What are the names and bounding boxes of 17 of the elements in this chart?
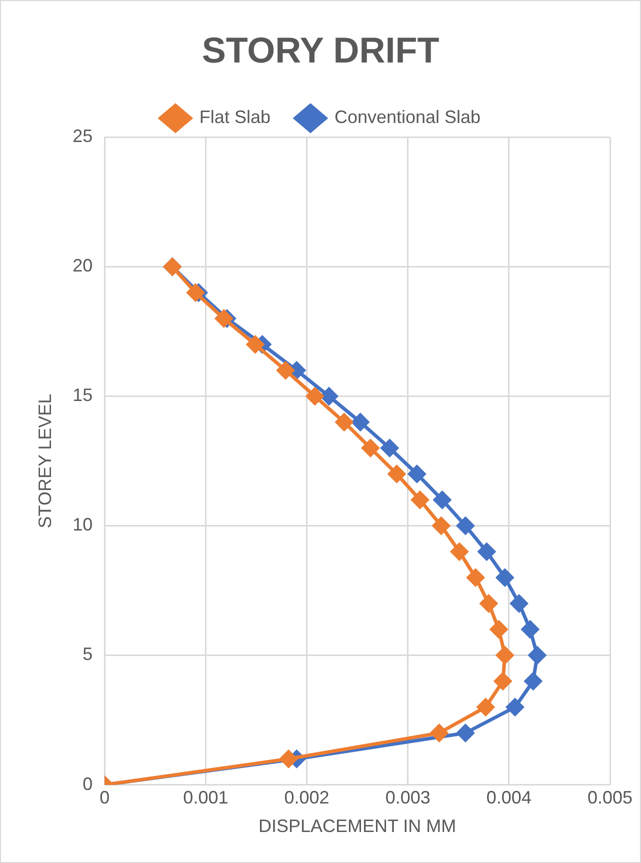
y-tick-label: 20 [72,256,93,276]
x-tick-label: 0.003 [385,788,430,808]
chart-title: STORY DRIFT [202,30,440,71]
x-tick-label: 0.004 [486,788,532,808]
x-tick-label: 0 [100,788,110,808]
legend-label: Conventional Slab [334,107,481,128]
y-tick-label: 15 [72,385,93,406]
legend-label: Flat Slab [199,107,270,128]
y-tick-label: 10 [72,514,93,535]
x-tick-label: 0.002 [284,788,330,808]
y-tick-label: 25 [72,126,93,146]
y-tick-label: 5 [82,644,93,664]
y-axis-title: STOREY LEVEL [34,394,55,528]
x-axis-title: DISPLACEMENT IN MM [258,816,456,836]
x-tick-label: 0.001 [183,788,228,808]
y-tick-label: 0 [82,774,93,794]
x-tick-label: 0.005 [587,788,633,808]
